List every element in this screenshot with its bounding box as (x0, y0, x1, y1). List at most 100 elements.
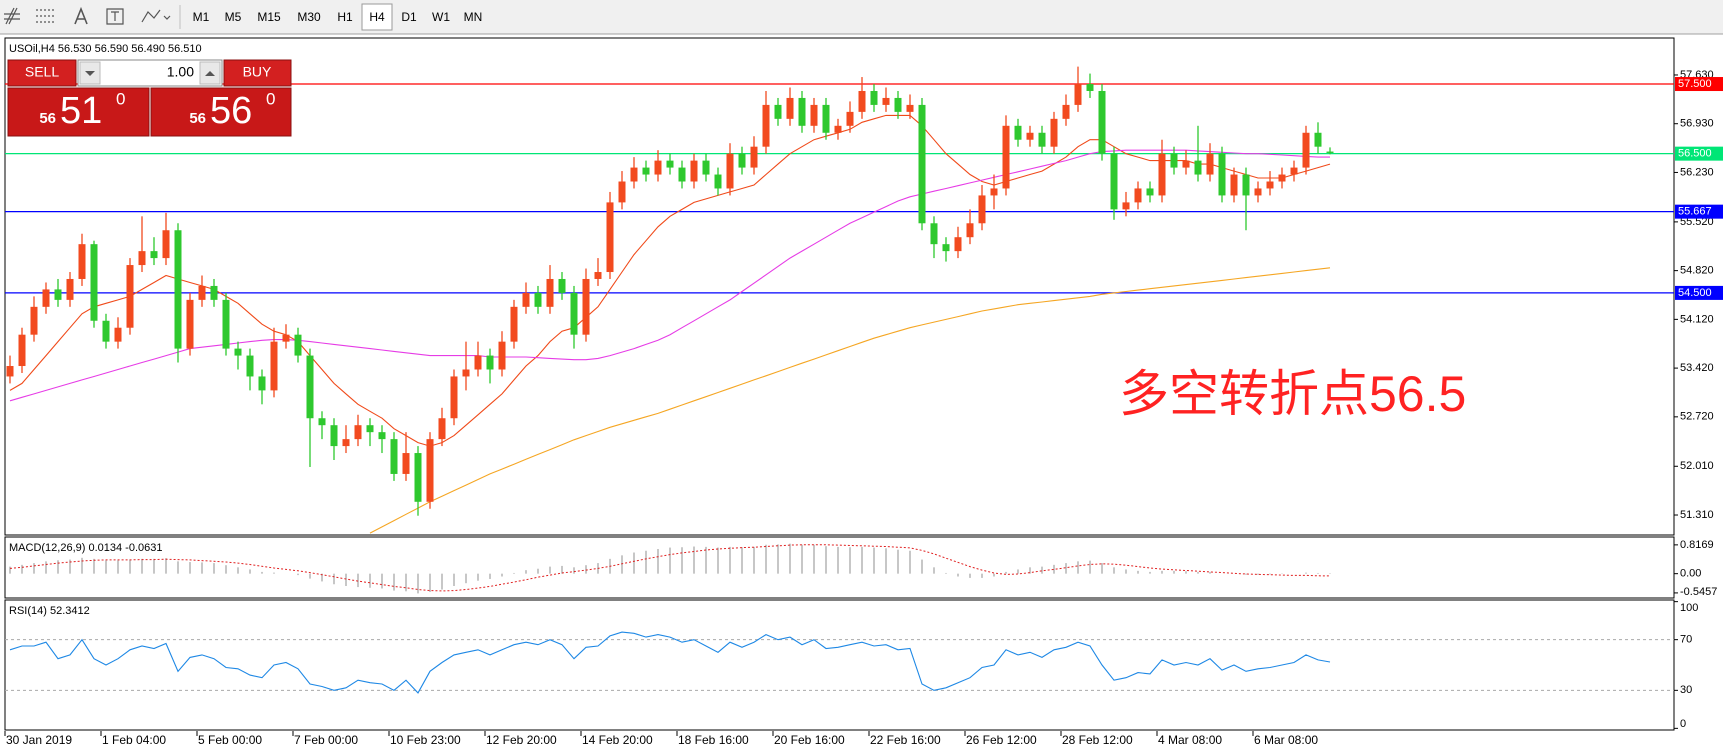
candle-body (78, 244, 86, 279)
timeframe-button[interactable]: D1 (401, 10, 417, 24)
lot-up-arrow (205, 71, 215, 76)
y-tick-label: 52.010 (1680, 460, 1714, 472)
y-tick-label: 100 (1680, 602, 1698, 614)
level-tag (1675, 77, 1723, 92)
level-label: 56.500 (1678, 148, 1712, 160)
candle-body (342, 439, 350, 447)
y-tick-label: 53.420 (1680, 362, 1714, 374)
candle-body (378, 432, 386, 440)
ask-box[interactable] (150, 87, 292, 137)
candle-body (534, 292, 542, 307)
shapes-icon[interactable] (141, 9, 171, 23)
candle-body (258, 376, 266, 391)
lot-value: 1.00 (167, 64, 194, 80)
candle-body (738, 153, 746, 168)
candle-body (1074, 84, 1082, 105)
hlines-icon[interactable] (36, 9, 56, 23)
y-tick-label: 70 (1680, 634, 1692, 646)
label-icon[interactable] (106, 8, 124, 25)
candle-body (42, 289, 50, 307)
text-icon[interactable] (74, 6, 88, 25)
y-tick-label: 56.230 (1680, 166, 1714, 178)
candle-body (774, 104, 782, 119)
candle-body (66, 278, 74, 300)
level-label: 57.500 (1678, 78, 1712, 90)
candle-body (282, 334, 290, 342)
candle-body (102, 320, 110, 342)
candle-body (570, 292, 578, 335)
candle-body (630, 167, 638, 182)
candle-body (930, 223, 938, 245)
grid-icon[interactable] (4, 7, 20, 25)
candle-body (474, 355, 482, 370)
timeframe-button[interactable]: MN (464, 10, 483, 24)
panel-title: USOil,H4 56.530 56.590 56.490 56.510 (9, 43, 202, 55)
candle-body (246, 355, 254, 377)
timeframe-button[interactable]: W1 (432, 10, 450, 24)
tool-icons (4, 6, 171, 25)
candle-body (426, 439, 434, 502)
timeframe-button[interactable]: M15 (257, 10, 281, 24)
candle-body (546, 278, 554, 307)
candle-body (510, 306, 518, 342)
candle-body (1050, 118, 1058, 147)
candle-body (150, 251, 158, 259)
candle-body (90, 244, 98, 321)
candle-body (366, 425, 374, 433)
candle-body (1218, 153, 1226, 196)
candle-body (114, 327, 122, 342)
x-tick-label: 20 Feb 16:00 (774, 733, 845, 747)
candle-body (762, 104, 770, 147)
candle-body (450, 376, 458, 419)
candle-body (234, 348, 242, 356)
candle-body (1314, 132, 1322, 147)
candle-body (1098, 90, 1106, 154)
candle-body (954, 237, 962, 252)
candle-body (834, 125, 842, 133)
candle-body (162, 230, 170, 259)
candle-body (1122, 202, 1130, 210)
bid-point: 0 (116, 89, 125, 108)
timeframe-button[interactable]: H4 (369, 10, 385, 24)
active-timeframe (361, 3, 393, 31)
candle-body (462, 369, 470, 377)
candle-body (1242, 174, 1250, 196)
candle-body (606, 202, 614, 273)
x-tick-label: 1 Feb 04:00 (102, 733, 166, 747)
bid-big: 56 (39, 110, 56, 127)
x-tick-label: 28 Feb 12:00 (1062, 733, 1133, 747)
candle-body (1230, 174, 1238, 196)
candle-body (1062, 104, 1070, 119)
candle-body (906, 104, 914, 112)
lot-input[interactable] (77, 59, 223, 87)
y-tick-label: -0.5457 (1680, 586, 1717, 598)
candle-body (582, 278, 590, 335)
candle-body (486, 355, 494, 370)
candle-body (678, 167, 686, 182)
candle-body (882, 97, 890, 105)
candle-body (1326, 151, 1334, 153)
candle-body (990, 188, 998, 196)
sell-button[interactable] (7, 59, 77, 87)
y-tick-label: 0.00 (1680, 568, 1701, 580)
buy-button[interactable] (223, 59, 292, 87)
candle-body (714, 174, 722, 189)
bid-box[interactable] (7, 87, 150, 137)
candle-body (438, 418, 446, 440)
candle-body (390, 439, 398, 474)
x-tick-label: 14 Feb 20:00 (582, 733, 653, 747)
timeframe-button[interactable]: H1 (337, 10, 353, 24)
y-tick-label: 54.820 (1680, 265, 1714, 277)
timeframe-button[interactable]: M1 (193, 10, 210, 24)
timeframe-button[interactable]: M30 (297, 10, 321, 24)
candle-body (750, 146, 758, 168)
panel (4, 599, 1675, 731)
y-tick-label: 55.520 (1680, 216, 1714, 228)
candle-body (306, 355, 314, 419)
candle-body (594, 272, 602, 279)
candle-body (1038, 132, 1046, 147)
timeframe-button[interactable]: M5 (225, 10, 242, 24)
x-tick-label: 5 Feb 00:00 (198, 733, 262, 747)
